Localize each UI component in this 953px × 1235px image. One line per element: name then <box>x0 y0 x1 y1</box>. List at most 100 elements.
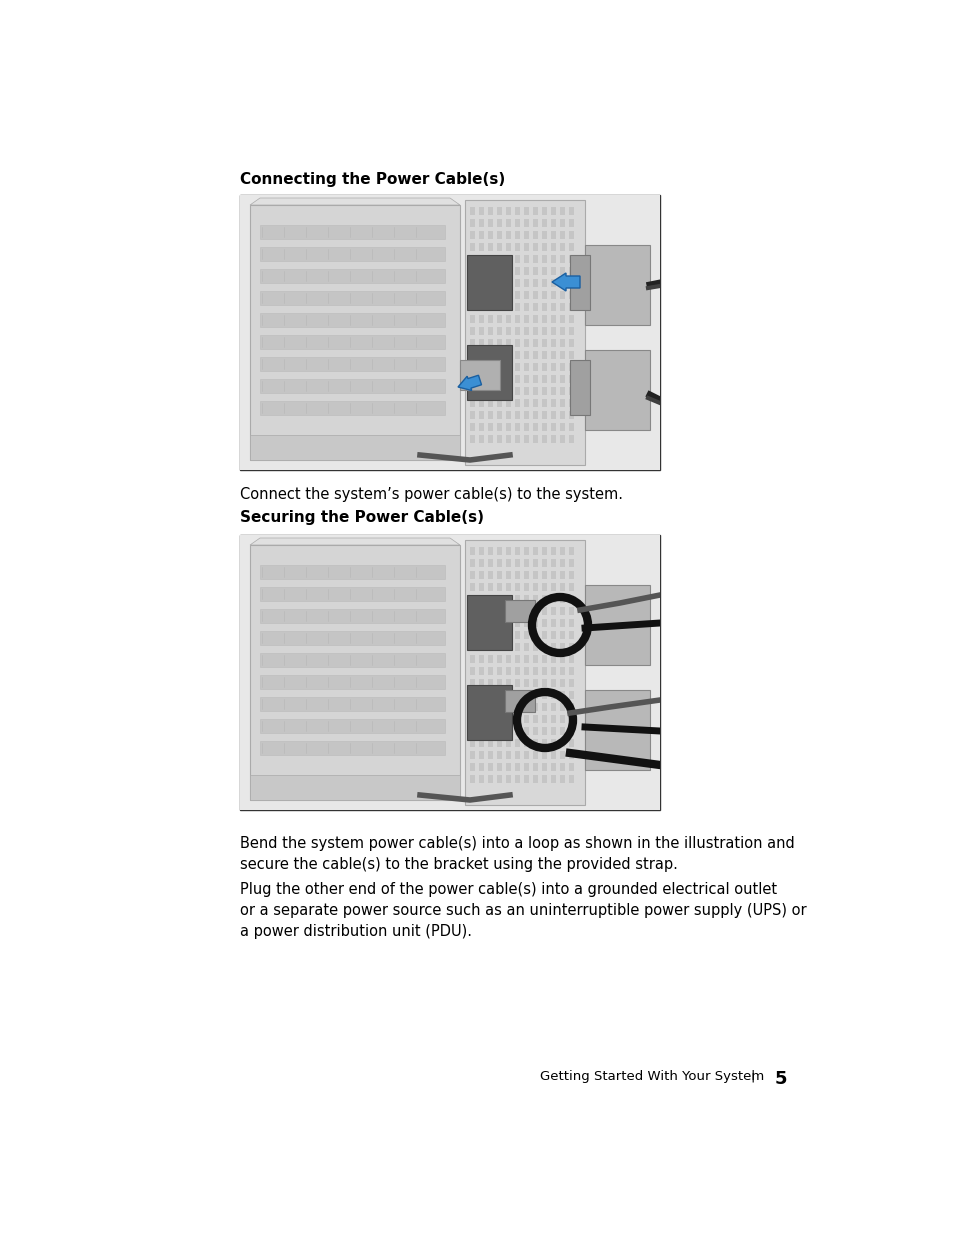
Bar <box>533 583 537 592</box>
Bar <box>541 739 546 747</box>
Bar <box>470 619 475 627</box>
Bar <box>470 254 475 263</box>
Bar <box>551 679 556 687</box>
Bar <box>478 363 483 370</box>
Bar <box>497 715 501 722</box>
Bar <box>497 776 501 783</box>
Bar <box>559 424 564 431</box>
Bar <box>568 679 574 687</box>
Bar <box>505 399 511 408</box>
Bar <box>497 219 501 227</box>
Bar <box>488 606 493 615</box>
Bar <box>515 375 519 383</box>
Bar <box>488 243 493 251</box>
Polygon shape <box>250 205 459 459</box>
Bar <box>478 351 483 359</box>
Bar <box>568 338 574 347</box>
Bar <box>470 655 475 663</box>
Bar <box>551 727 556 735</box>
Bar <box>541 375 546 383</box>
Bar <box>533 559 537 567</box>
Bar <box>559 631 564 638</box>
Bar <box>533 387 537 395</box>
Bar <box>488 703 493 711</box>
Bar <box>568 692 574 699</box>
FancyArrow shape <box>457 375 481 390</box>
Bar <box>478 327 483 335</box>
Bar <box>569 359 589 415</box>
Bar <box>568 327 574 335</box>
Bar <box>533 606 537 615</box>
Bar <box>505 219 511 227</box>
Text: Plug the other end of the power cable(s) into a grounded electrical outlet
or a : Plug the other end of the power cable(s)… <box>240 882 806 939</box>
Bar <box>523 267 529 275</box>
Bar <box>488 583 493 592</box>
Bar <box>541 559 546 567</box>
Bar <box>568 231 574 240</box>
Bar <box>515 411 519 419</box>
Bar <box>533 363 537 370</box>
Bar <box>559 692 564 699</box>
Bar <box>523 595 529 603</box>
Bar <box>240 535 659 810</box>
Bar <box>260 741 444 755</box>
Bar <box>568 739 574 747</box>
Bar <box>497 655 501 663</box>
Bar <box>470 643 475 651</box>
Bar <box>568 606 574 615</box>
Bar <box>523 424 529 431</box>
Bar <box>559 243 564 251</box>
Bar <box>505 595 511 603</box>
Bar <box>515 715 519 722</box>
Bar <box>478 715 483 722</box>
Bar <box>488 303 493 311</box>
Bar <box>559 776 564 783</box>
Bar <box>470 727 475 735</box>
Bar <box>523 351 529 359</box>
Bar <box>559 375 564 383</box>
Bar <box>523 303 529 311</box>
Bar <box>568 643 574 651</box>
Bar <box>559 703 564 711</box>
Bar <box>497 571 501 579</box>
Bar <box>478 338 483 347</box>
Bar <box>478 751 483 760</box>
Bar <box>478 315 483 324</box>
Bar <box>559 327 564 335</box>
Bar <box>515 751 519 760</box>
Bar <box>488 435 493 443</box>
Bar <box>533 571 537 579</box>
Bar <box>497 291 501 299</box>
Bar <box>505 231 511 240</box>
Bar <box>533 327 537 335</box>
Bar <box>478 776 483 783</box>
Bar <box>541 547 546 555</box>
Bar <box>523 243 529 251</box>
Bar <box>515 606 519 615</box>
Bar <box>551 606 556 615</box>
Bar <box>470 411 475 419</box>
Bar <box>515 219 519 227</box>
Bar <box>470 399 475 408</box>
Bar <box>533 207 537 215</box>
Text: Connect the system’s power cable(s) to the system.: Connect the system’s power cable(s) to t… <box>240 487 622 501</box>
Bar <box>497 703 501 711</box>
Bar <box>523 571 529 579</box>
Bar <box>478 619 483 627</box>
Bar <box>541 619 546 627</box>
Bar <box>515 254 519 263</box>
Bar <box>478 399 483 408</box>
Bar <box>240 195 659 471</box>
Bar <box>541 571 546 579</box>
Bar <box>568 351 574 359</box>
Bar <box>470 595 475 603</box>
Bar <box>568 411 574 419</box>
Bar <box>551 315 556 324</box>
Bar <box>568 631 574 638</box>
Bar <box>505 411 511 419</box>
Bar <box>467 254 512 310</box>
Bar <box>467 595 512 650</box>
Bar <box>551 583 556 592</box>
Bar <box>488 667 493 676</box>
Bar <box>523 399 529 408</box>
